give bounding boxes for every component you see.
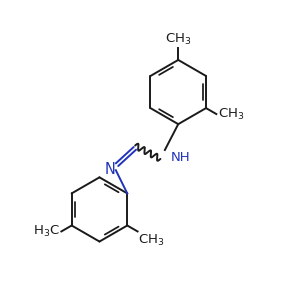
Text: H$_3$C: H$_3$C: [33, 224, 60, 239]
Text: CH$_3$: CH$_3$: [165, 32, 191, 46]
Text: N: N: [105, 162, 116, 177]
Text: CH$_3$: CH$_3$: [139, 233, 165, 248]
Text: NH: NH: [171, 151, 190, 164]
Text: CH$_3$: CH$_3$: [218, 106, 244, 122]
